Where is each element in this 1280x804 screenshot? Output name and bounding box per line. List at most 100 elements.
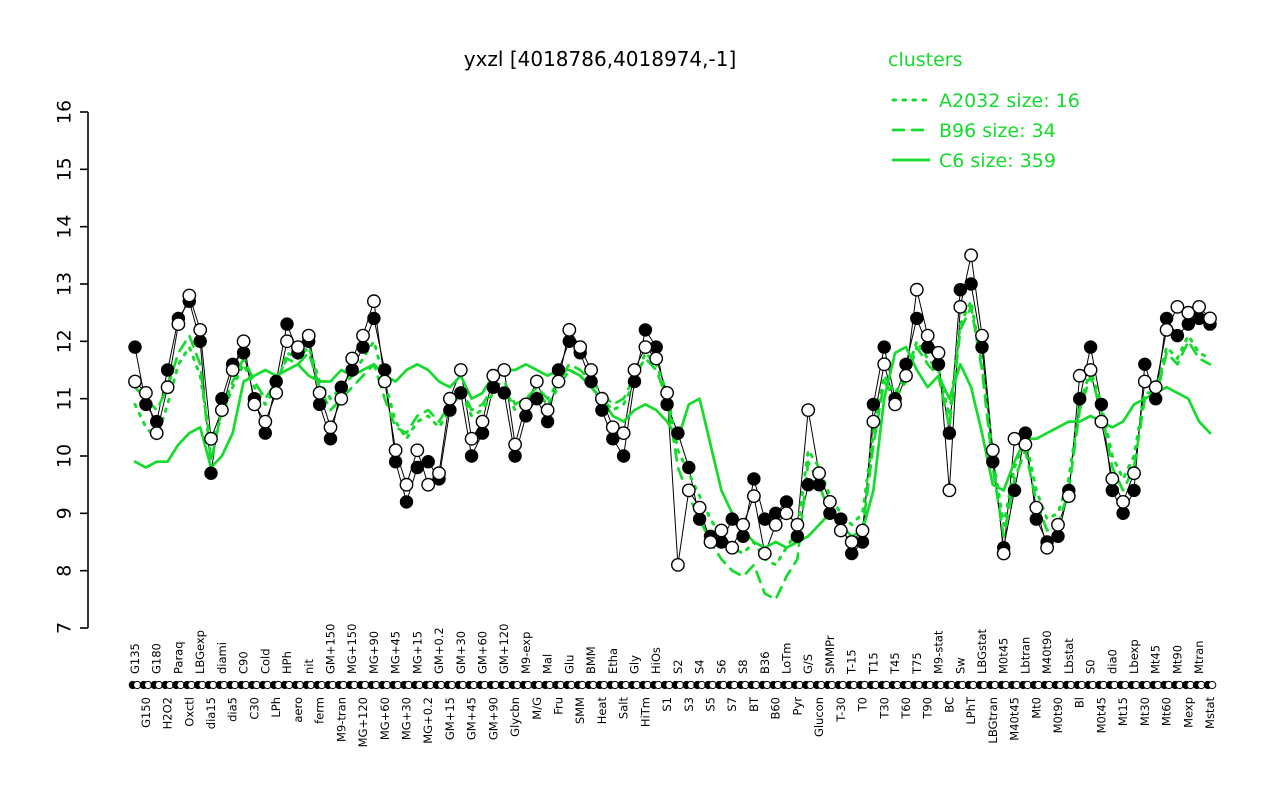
x-tick-label: GM+90 [486, 697, 500, 740]
data-point-filled [1029, 512, 1044, 526]
data-point-open [747, 489, 761, 503]
x-tick-label: S1 [660, 697, 674, 712]
data-point-open [269, 385, 284, 400]
x-tick-label: Mtran [1192, 641, 1206, 675]
x-tick-label: G180 [150, 643, 164, 674]
x-tick-label: GM+150 [323, 624, 337, 674]
x-tick-label: Lbexp [1127, 639, 1141, 674]
data-point-filled [692, 512, 707, 526]
x-tick-label: S6 [714, 659, 728, 674]
x-tick-label: HiOs [649, 647, 663, 674]
x-tick-label: T45 [888, 652, 902, 675]
data-point-filled [1159, 311, 1174, 326]
x-tick-label: M0t90 [1051, 697, 1065, 733]
x-tick-label: M9-exp [519, 632, 533, 674]
data-point-filled [1127, 483, 1141, 498]
data-point-open [964, 248, 978, 263]
data-point-filled [910, 311, 924, 326]
data-point-filled [193, 334, 207, 348]
x-tick-label: M40t45 [1008, 697, 1022, 741]
data-point-open [204, 431, 218, 446]
data-point-open [312, 385, 327, 400]
data-point-filled [356, 340, 370, 354]
data-point-filled [443, 403, 457, 417]
data-point-open [290, 340, 305, 354]
x-tick-label: Mal [541, 654, 555, 674]
data-point-filled [986, 455, 1000, 469]
data-point-open [280, 334, 294, 349]
x-tick-label: Lbtran [1018, 637, 1032, 674]
x-tick-label: LBGexp [193, 630, 207, 674]
data-point-filled [747, 472, 761, 486]
data-point-open [660, 385, 674, 400]
y-tick-label: 16 [54, 100, 76, 124]
x-tick-label: LPh [269, 697, 283, 718]
data-point-filled [964, 277, 978, 291]
x-tick-label: H2O2 [161, 697, 175, 729]
data-point-open [595, 391, 609, 406]
data-point-open [812, 466, 826, 481]
data-point-open [779, 506, 794, 521]
x-tick-label: Salt [617, 697, 631, 720]
data-point-filled [1170, 328, 1185, 343]
data-point-filled [931, 357, 946, 371]
x-tick-label: MG+90 [367, 631, 381, 674]
x-tick-label: S8 [736, 659, 750, 674]
x-tick-label: S7 [725, 697, 739, 712]
data-point-open [442, 391, 457, 406]
data-point-filled [128, 340, 142, 354]
data-point-open [258, 414, 273, 429]
x-tick-label: SMM [573, 697, 587, 724]
data-point-open [681, 483, 696, 498]
x-tick-label: Gly [628, 655, 642, 674]
data-point-filled [497, 386, 511, 400]
data-point-open [920, 328, 935, 343]
data-point-open [236, 334, 251, 349]
data-point-filled [551, 363, 566, 377]
data-point-open [768, 517, 783, 532]
data-point-open [486, 368, 501, 383]
y-tick-label: 9 [54, 507, 76, 519]
data-point-open [128, 374, 142, 389]
data-point-open [953, 299, 968, 314]
data-point-filled [367, 311, 381, 326]
x-tick-label: M/G [530, 697, 544, 720]
x-tick-label: Fru [552, 697, 566, 715]
x-tick-label: T30 [877, 697, 891, 720]
data-point-filled [1094, 397, 1109, 412]
data-point-filled [1105, 483, 1120, 498]
data-point-open [877, 357, 892, 372]
data-point-open [888, 397, 902, 412]
x-tick-label: Mstat [1203, 697, 1217, 729]
data-point-open [942, 483, 957, 498]
x-tick-label: Heat [595, 697, 609, 725]
series-layer [128, 248, 1217, 601]
x-tick-label: Mt30 [1138, 697, 1152, 726]
data-point-open [855, 523, 870, 538]
x-tick-label: GM+45 [465, 697, 479, 740]
x-tick-label: S3 [682, 697, 696, 712]
y-tick-label: 14 [54, 215, 76, 239]
x-tick-label: S4 [693, 659, 707, 674]
x-tick-label: Glucon [812, 697, 826, 737]
data-point-filled [150, 414, 164, 429]
x-tick-label: G/S [801, 654, 815, 674]
data-point-filled [215, 392, 229, 406]
data-point-open [1051, 517, 1065, 532]
data-point-open [649, 351, 664, 366]
data-point-filled [334, 380, 348, 394]
data-point-open [464, 431, 479, 446]
x-tick-label: LBGstat [975, 628, 989, 674]
x-tick-label: M9-tran [334, 697, 348, 742]
x-tick-label: Lbstat [1062, 638, 1076, 674]
x-tick-label: B36 [758, 651, 772, 674]
data-point-filled [595, 403, 609, 417]
data-point-open [149, 426, 164, 440]
x-tick-label: Oxctl [182, 697, 196, 727]
data-point-filled [616, 449, 631, 463]
x-tick-label: M40t90 [1040, 630, 1054, 674]
data-point-filled [508, 449, 522, 463]
x-tick-label: dia0 [1105, 649, 1119, 674]
data-point-open [1170, 299, 1185, 314]
x-tick-label: S0 [1084, 659, 1098, 674]
